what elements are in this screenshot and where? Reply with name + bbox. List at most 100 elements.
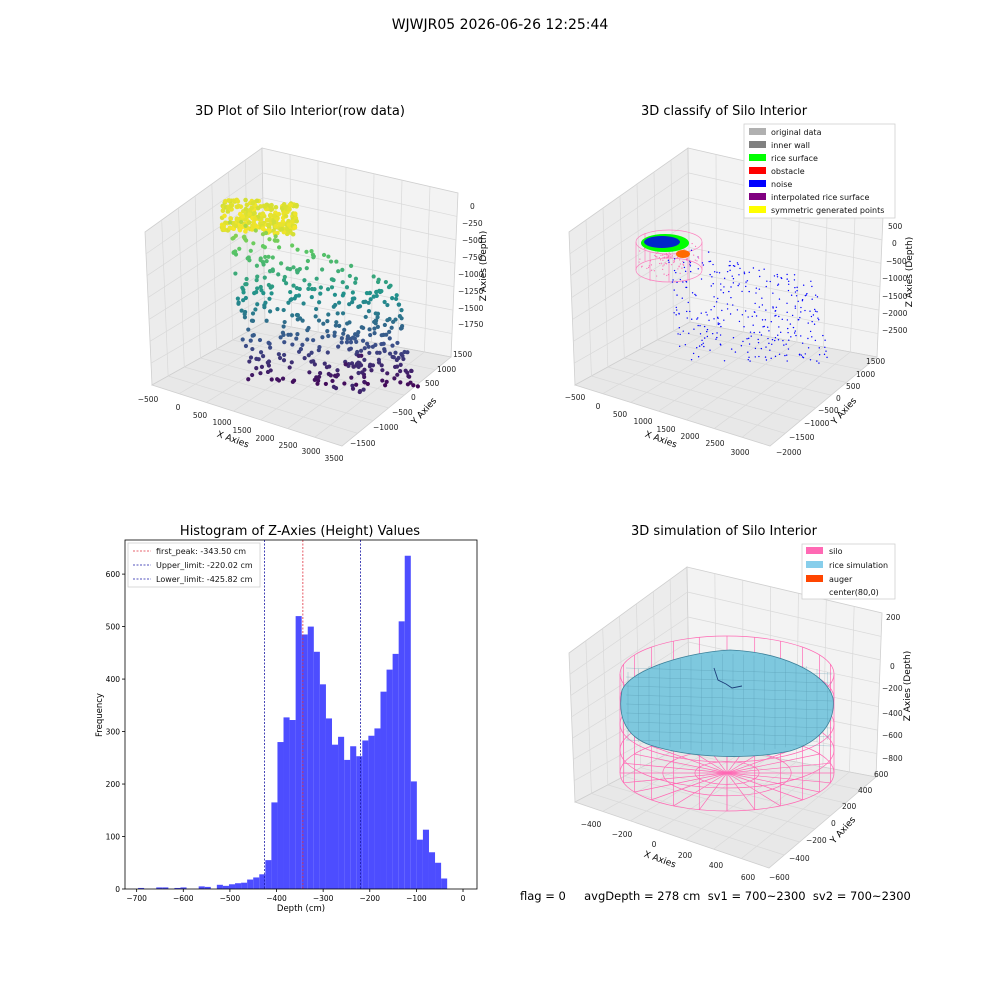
- legend-swatch: [749, 128, 766, 135]
- scatter-point: [279, 261, 284, 266]
- noise-point: [723, 286, 725, 288]
- scatter-point: [353, 280, 358, 285]
- scatter-point: [250, 333, 255, 338]
- scatter-point: [222, 213, 227, 219]
- silo-point: [694, 245, 697, 247]
- noise-point: [706, 335, 709, 338]
- scatter-point: [290, 313, 295, 318]
- noise-point: [822, 334, 824, 337]
- p2-x-tick: 0: [596, 402, 601, 411]
- scatter-point: [267, 296, 272, 301]
- legend-label: auger: [829, 575, 853, 584]
- noise-point: [783, 344, 785, 346]
- noise-point: [740, 345, 743, 347]
- scatter-point: [356, 330, 361, 335]
- noise-point: [787, 327, 789, 330]
- noise-point: [813, 323, 816, 325]
- noise-point: [751, 315, 753, 318]
- noise-point: [801, 298, 804, 301]
- silo-point: [690, 260, 692, 263]
- hist-x-tick-label: −300: [313, 894, 334, 903]
- scatter-point: [398, 326, 404, 331]
- noise-point: [689, 310, 691, 313]
- legend-swatch: [806, 561, 823, 568]
- noise-point: [696, 318, 698, 320]
- noise-point: [687, 301, 689, 304]
- silo-point: [648, 266, 650, 269]
- scatter-point: [379, 341, 384, 347]
- scatter-point: [284, 226, 290, 232]
- noise-point: [673, 269, 676, 272]
- silo-point: [679, 259, 681, 261]
- scatter-point: [375, 315, 380, 320]
- scatter-point: [280, 376, 286, 381]
- p1-z-tick: −250: [462, 219, 483, 228]
- p4-x-tick: −200: [612, 830, 633, 839]
- p1-x-tick: 1000: [212, 418, 231, 427]
- noise-point: [804, 309, 806, 312]
- scatter-point: [284, 281, 289, 286]
- scatter-point: [237, 227, 243, 233]
- p4-y-tick: −200: [806, 836, 827, 845]
- scatter-point: [268, 212, 273, 218]
- noise-point: [708, 319, 710, 322]
- noise-point: [811, 336, 813, 338]
- p1-x-tick: 1500: [232, 426, 251, 435]
- noise-point: [672, 279, 674, 281]
- histogram-bar: [156, 887, 163, 889]
- noise-point: [758, 306, 761, 308]
- silo-point: [689, 263, 691, 265]
- noise-point: [709, 260, 712, 263]
- legend-label: rice simulation: [829, 561, 888, 570]
- noise-point: [749, 360, 751, 362]
- noise-point: [677, 333, 679, 335]
- scatter-point: [411, 383, 416, 388]
- noise-point: [730, 296, 732, 299]
- noise-point: [795, 334, 797, 337]
- silo-point: [650, 269, 653, 271]
- histogram-bar: [295, 616, 302, 889]
- p4-y-tick: 0: [831, 819, 836, 828]
- scatter-point: [304, 266, 309, 271]
- silo-point: [664, 256, 666, 258]
- histogram-bar: [332, 744, 339, 889]
- scatter-point: [266, 363, 271, 368]
- scatter-point: [266, 254, 271, 259]
- legend-label: silo: [829, 547, 843, 556]
- hist-y-tick-label: 300: [106, 728, 121, 737]
- noise-point: [738, 320, 741, 323]
- scatter-point: [292, 296, 297, 301]
- noise-point: [745, 285, 747, 288]
- silo-point: [662, 259, 664, 261]
- noise-point: [723, 319, 725, 321]
- scatter-point: [344, 285, 350, 290]
- scatter-point: [266, 282, 271, 288]
- p1-y-tick: 1500: [453, 350, 472, 359]
- scatter-point: [393, 317, 398, 322]
- noise-point: [678, 345, 681, 348]
- noise-point: [769, 349, 771, 351]
- silo-point: [679, 263, 681, 265]
- noise-point: [692, 352, 695, 355]
- scatter-point: [385, 318, 390, 323]
- noise-point: [758, 288, 761, 290]
- scatter-point: [360, 338, 366, 343]
- scatter-point: [290, 243, 295, 248]
- noise-point: [673, 312, 675, 314]
- scatter-point: [270, 284, 275, 289]
- noise-point: [802, 284, 805, 286]
- silo-point: [654, 255, 657, 257]
- scatter-point: [267, 268, 273, 274]
- silo-point: [673, 261, 675, 264]
- noise-point: [761, 319, 764, 321]
- histogram-bar: [392, 653, 399, 889]
- histogram-bar: [398, 621, 405, 889]
- silo-point: [696, 260, 698, 262]
- noise-point: [764, 356, 767, 358]
- silo-point: [670, 256, 672, 258]
- hist-legend-upper-limit: Upper_limit: -220.02 cm: [156, 561, 253, 570]
- noise-point: [810, 315, 813, 318]
- silo-point: [683, 248, 685, 251]
- scatter-point: [241, 287, 246, 292]
- scatter-point: [359, 370, 365, 375]
